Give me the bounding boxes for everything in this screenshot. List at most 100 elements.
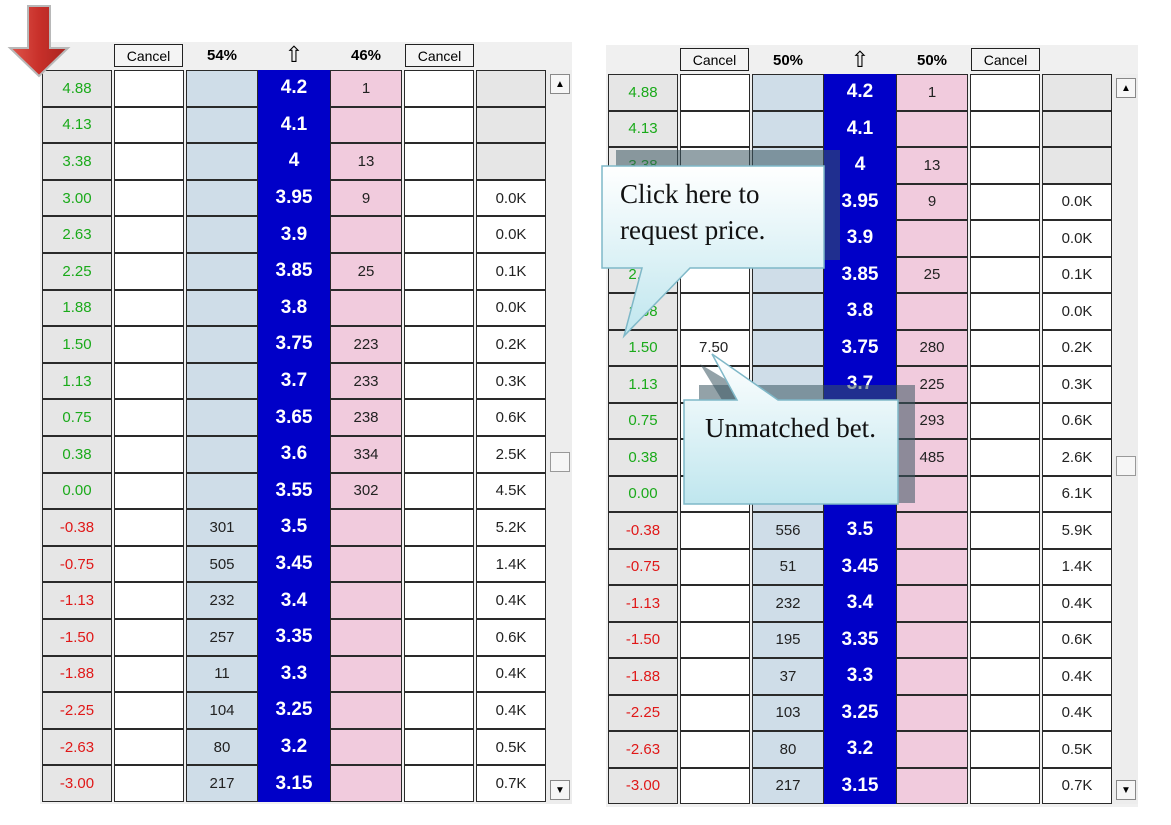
back-stake-cell[interactable] — [680, 548, 750, 585]
back-cell[interactable]: 556 — [752, 512, 824, 549]
lay-cell[interactable] — [896, 694, 968, 731]
lay-stake-cell[interactable] — [404, 582, 474, 619]
lay-cell[interactable]: 238 — [330, 399, 402, 436]
cancel-lay-button[interactable]: Cancel — [405, 44, 474, 67]
lay-stake-cell[interactable] — [404, 362, 474, 400]
lay-cell[interactable]: 1 — [330, 70, 402, 107]
back-cell[interactable]: 51 — [752, 548, 824, 585]
back-cell[interactable]: 195 — [752, 621, 824, 658]
back-cell[interactable]: 80 — [752, 731, 824, 768]
lay-cell[interactable] — [896, 767, 968, 804]
lay-stake-cell[interactable] — [404, 70, 474, 107]
lay-stake-cell[interactable] — [404, 399, 474, 436]
lay-cell[interactable] — [896, 548, 968, 585]
lay-cell[interactable] — [330, 106, 402, 144]
back-stake-cell[interactable] — [114, 655, 184, 693]
back-stake-cell[interactable] — [114, 765, 184, 802]
lay-cell[interactable] — [330, 655, 402, 693]
lay-cell[interactable]: 225 — [896, 366, 968, 403]
lay-stake-cell[interactable] — [970, 512, 1040, 549]
lay-cell[interactable]: 280 — [896, 329, 968, 366]
lay-stake-cell[interactable] — [970, 585, 1040, 622]
up-arrow-icon[interactable]: ⇧ — [284, 42, 304, 67]
lay-stake-cell[interactable] — [970, 220, 1040, 257]
vertical-scrollbar[interactable]: ▲ ▼ — [1112, 74, 1138, 804]
back-stake-cell[interactable] — [114, 326, 184, 363]
scroll-down-icon[interactable]: ▼ — [1116, 780, 1136, 800]
back-cell[interactable] — [186, 399, 258, 436]
lay-stake-cell[interactable] — [404, 765, 474, 802]
back-cell[interactable] — [186, 143, 258, 180]
back-cell[interactable] — [186, 326, 258, 363]
back-stake-cell[interactable] — [114, 509, 184, 546]
lay-stake-cell[interactable] — [404, 216, 474, 253]
lay-cell[interactable] — [330, 728, 402, 766]
up-arrow-icon[interactable]: ⇧ — [850, 47, 870, 72]
lay-stake-cell[interactable] — [404, 143, 474, 180]
lay-cell[interactable]: 334 — [330, 436, 402, 473]
back-stake-cell[interactable] — [114, 216, 184, 253]
back-cell[interactable] — [186, 472, 258, 510]
lay-stake-cell[interactable] — [970, 658, 1040, 695]
back-cell[interactable] — [186, 289, 258, 327]
back-cell[interactable] — [186, 362, 258, 400]
back-stake-cell[interactable] — [114, 399, 184, 436]
lay-cell[interactable] — [896, 293, 968, 330]
lay-cell[interactable] — [330, 582, 402, 619]
lay-cell[interactable] — [896, 658, 968, 695]
back-stake-cell[interactable] — [114, 436, 184, 473]
back-cell[interactable] — [186, 70, 258, 107]
lay-cell[interactable] — [330, 545, 402, 583]
cancel-back-button[interactable]: Cancel — [680, 48, 749, 71]
back-stake-cell[interactable] — [114, 582, 184, 619]
back-cell[interactable] — [752, 256, 824, 293]
scrollbar-thumb[interactable] — [1116, 456, 1136, 476]
lay-stake-cell[interactable] — [970, 621, 1040, 658]
lay-stake-cell[interactable] — [970, 256, 1040, 293]
lay-stake-cell[interactable] — [404, 509, 474, 546]
lay-cell[interactable]: 223 — [330, 326, 402, 363]
back-stake-cell[interactable] — [114, 289, 184, 327]
back-stake-cell[interactable] — [680, 366, 750, 403]
lay-cell[interactable]: 293 — [896, 402, 968, 439]
back-cell[interactable] — [186, 253, 258, 290]
back-stake-cell[interactable] — [114, 362, 184, 400]
lay-stake-cell[interactable] — [970, 366, 1040, 403]
scroll-up-icon[interactable]: ▲ — [1116, 78, 1136, 98]
back-stake-cell[interactable] — [680, 293, 750, 330]
back-cell[interactable]: 11 — [186, 655, 258, 693]
scroll-up-icon[interactable]: ▲ — [550, 74, 570, 94]
back-stake-cell[interactable] — [680, 110, 750, 147]
back-cell[interactable] — [186, 106, 258, 144]
lay-cell[interactable] — [330, 289, 402, 327]
lay-stake-cell[interactable] — [404, 436, 474, 473]
lay-cell[interactable]: 25 — [330, 253, 402, 290]
back-stake-cell[interactable] — [114, 253, 184, 290]
back-stake-cell[interactable] — [114, 70, 184, 107]
lay-stake-cell[interactable] — [404, 472, 474, 510]
lay-stake-cell[interactable] — [970, 183, 1040, 220]
back-stake-cell[interactable] — [114, 472, 184, 510]
lay-cell[interactable] — [896, 475, 968, 512]
back-stake-cell[interactable] — [680, 658, 750, 695]
back-cell[interactable] — [186, 216, 258, 253]
back-stake-cell[interactable] — [114, 619, 184, 656]
lay-stake-cell[interactable] — [404, 179, 474, 217]
lay-cell[interactable]: 13 — [330, 143, 402, 180]
back-cell[interactable] — [752, 293, 824, 330]
back-stake-cell[interactable] — [680, 74, 750, 111]
lay-stake-cell[interactable] — [970, 293, 1040, 330]
back-stake-cell[interactable] — [114, 106, 184, 144]
back-cell[interactable]: 37 — [752, 658, 824, 695]
lay-stake-cell[interactable] — [970, 475, 1040, 512]
lay-stake-cell[interactable] — [970, 548, 1040, 585]
lay-cell[interactable] — [330, 619, 402, 656]
lay-cell[interactable] — [896, 512, 968, 549]
back-stake-cell[interactable]: 7.50 — [680, 329, 750, 366]
back-cell[interactable] — [186, 179, 258, 217]
lay-cell[interactable]: 485 — [896, 439, 968, 476]
lay-cell[interactable] — [330, 765, 402, 802]
lay-cell[interactable]: 302 — [330, 472, 402, 510]
lay-cell[interactable]: 233 — [330, 362, 402, 400]
back-stake-cell[interactable] — [114, 692, 184, 729]
